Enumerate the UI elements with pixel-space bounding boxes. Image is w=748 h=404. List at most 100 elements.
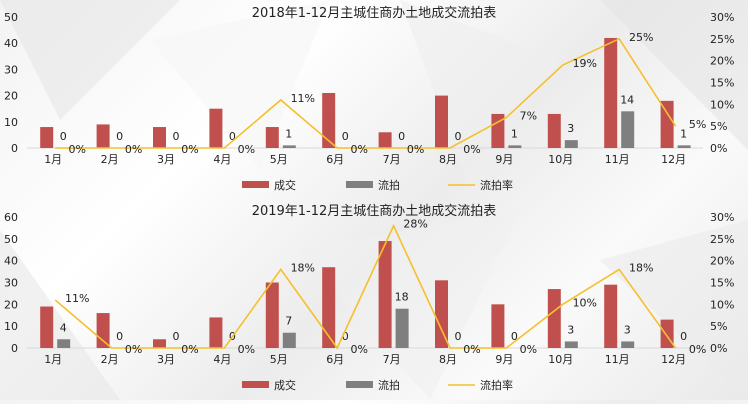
- bar-deal: [547, 113, 561, 148]
- unsold-value-label: 1: [511, 127, 518, 140]
- rate-value-label: 0%: [125, 143, 142, 156]
- bar-deal: [40, 306, 54, 348]
- unsold-value-label: 1: [285, 127, 292, 140]
- rate-value-label: 0%: [68, 143, 85, 156]
- bar-deal: [660, 100, 674, 148]
- right-axis-tick: 10%: [710, 98, 734, 111]
- left-axis-tick: 30: [4, 277, 18, 290]
- bar-unsold: [564, 140, 578, 148]
- category-label: 4月: [213, 353, 231, 366]
- unsold-value-label: 0: [398, 130, 405, 143]
- bar-deal: [491, 304, 505, 348]
- rate-value-label: 0%: [520, 343, 537, 356]
- bar-deal: [40, 127, 54, 148]
- category-label: 10月: [548, 153, 573, 166]
- left-axis-tick: 0: [11, 342, 18, 355]
- right-axis-tick: 0%: [710, 142, 727, 155]
- category-label: 5月: [270, 153, 288, 166]
- unsold-value-label: 0: [173, 330, 180, 343]
- category-label: 8月: [439, 353, 457, 366]
- right-axis-tick: 5%: [710, 320, 727, 333]
- rate-value-label: 18%: [629, 261, 653, 274]
- category-label: 11月: [605, 353, 630, 366]
- legend-rate: 流拍率: [448, 178, 513, 192]
- bar-deal: [604, 37, 618, 148]
- unsold-value-label: 14: [620, 93, 634, 106]
- rate-value-label: 0%: [181, 343, 198, 356]
- right-axis-tick: 10%: [710, 298, 734, 311]
- bar-unsold: [677, 145, 691, 148]
- category-label: 5月: [270, 353, 288, 366]
- unsold-value-label: 0: [60, 130, 67, 143]
- rate-value-label: 25%: [629, 31, 653, 44]
- left-axis-tick: 30: [4, 63, 18, 76]
- svg-text:流拍: 流拍: [378, 378, 400, 392]
- rate-value-label: 0%: [689, 343, 706, 356]
- bar-deal: [209, 108, 223, 148]
- unsold-value-label: 3: [624, 323, 631, 336]
- rate-value-label: 0%: [463, 343, 480, 356]
- rate-value-label: 0%: [181, 143, 198, 156]
- rate-value-label: 11%: [65, 292, 89, 305]
- bar-unsold: [621, 111, 635, 148]
- unsold-value-label: 0: [342, 130, 349, 143]
- rate-value-label: 10%: [573, 296, 597, 309]
- legend: 成交 流拍 流拍率: [242, 378, 513, 392]
- chart-2019: 2019年1-12月主城住商办土地成交流拍表 0 10 20 30 40 50 60 0% 5% 1…: [0, 198, 748, 400]
- chart-svg: 2018年1-12月主城住商办土地成交流拍表010203040500%5%10%…: [4, 5, 734, 192]
- bar-unsold: [621, 341, 635, 348]
- right-axis-tick: 5%: [710, 120, 727, 133]
- category-label: 2月: [101, 153, 119, 166]
- category-label: 3月: [157, 353, 175, 366]
- left-axis-tick: 10: [4, 320, 18, 333]
- category-label: 4月: [213, 153, 231, 166]
- bar-deal: [322, 92, 336, 148]
- right-axis-tick: 20%: [710, 55, 734, 68]
- unsold-value-label: 1: [680, 127, 687, 140]
- category-label: 6月: [326, 353, 344, 366]
- bar-deal: [435, 95, 448, 148]
- left-axis-tick: 50: [4, 233, 18, 246]
- category-label: 9月: [495, 153, 513, 166]
- bar-deal: [378, 241, 392, 348]
- right-axis-tick: 30%: [710, 11, 734, 24]
- unsold-value-label: 0: [173, 130, 180, 143]
- chart-title: 2018年1-12月主城住商办土地成交流拍表: [252, 5, 497, 21]
- category-label: 7月: [383, 153, 401, 166]
- left-axis-tick: 50: [4, 11, 18, 24]
- right-axis-tick: 0%: [710, 342, 727, 355]
- rate-value-label: 0%: [238, 143, 255, 156]
- bar-deal: [322, 267, 336, 348]
- unsold-value-label: 4: [60, 321, 67, 334]
- chart-svg: 2019年1-12月主城住商办土地成交流拍表01020304050600%5%1…: [4, 203, 734, 392]
- unsold-value-label: 18: [395, 291, 409, 304]
- right-axis-tick: 15%: [710, 77, 734, 90]
- bar-unsold: [564, 341, 578, 348]
- bar-deal: [547, 289, 561, 348]
- legend: 成交 流拍 流拍率: [242, 178, 513, 192]
- bar-deal: [209, 317, 223, 348]
- chart-title: 2019年1-12月主城住商办土地成交流拍表: [252, 203, 497, 219]
- right-axis-tick: 25%: [710, 233, 734, 246]
- legend-unsold: 流拍: [346, 378, 400, 392]
- unsold-value-label: 0: [511, 330, 518, 343]
- category-label: 10月: [548, 353, 573, 366]
- category-label: 6月: [326, 153, 344, 166]
- rate-value-label: 18%: [291, 261, 315, 274]
- rate-value-label: 11%: [291, 92, 315, 105]
- left-axis-tick: 0: [11, 142, 18, 155]
- left-axis-tick: 20: [4, 90, 18, 103]
- left-axis-tick: 40: [4, 37, 18, 50]
- bar-deal: [96, 124, 110, 148]
- rate-value-label: 28%: [403, 218, 427, 231]
- svg-text:流拍: 流拍: [378, 178, 400, 192]
- bar-deal: [491, 113, 505, 148]
- category-label: 9月: [495, 353, 513, 366]
- svg-text:流拍率: 流拍率: [480, 178, 513, 192]
- category-label: 2月: [101, 353, 119, 366]
- right-axis-tick: 30%: [710, 211, 734, 224]
- bar-unsold: [282, 332, 296, 348]
- bar-deal: [153, 127, 166, 148]
- legend-rate: 流拍率: [448, 378, 513, 392]
